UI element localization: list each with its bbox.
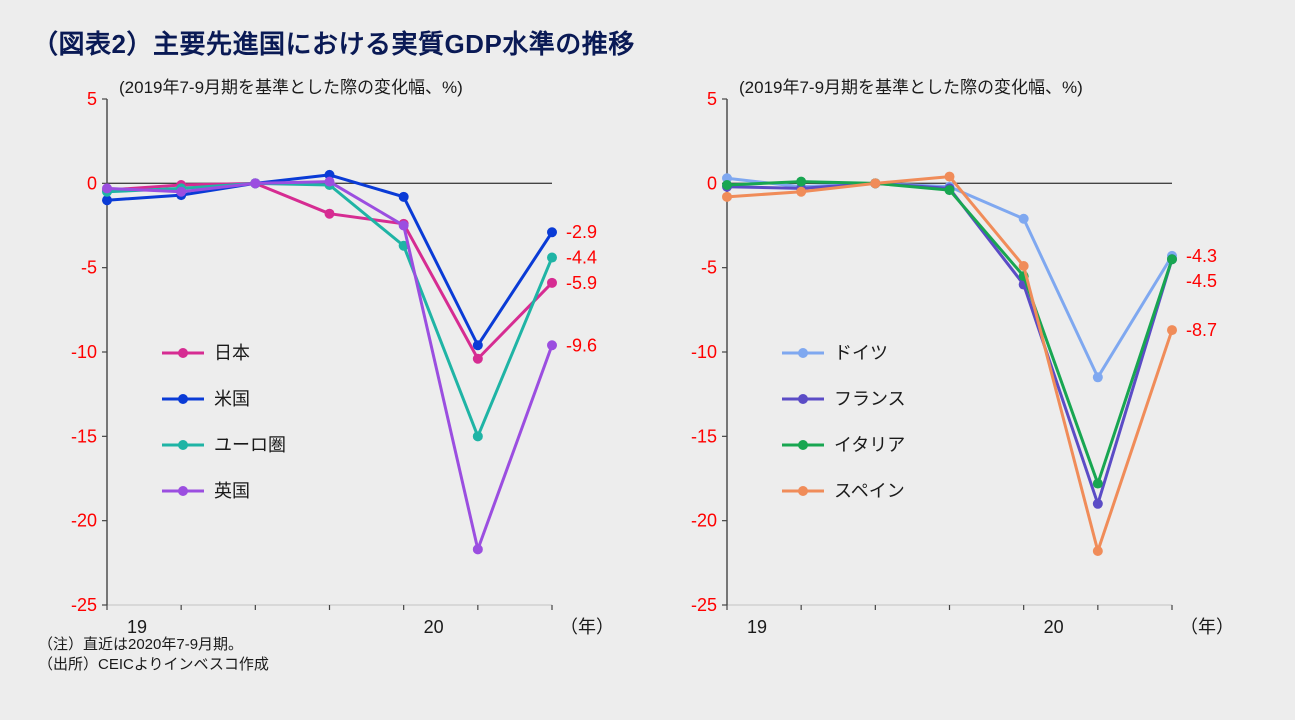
series-marker [176, 187, 186, 197]
series-line [107, 182, 552, 550]
y-tick-label: 5 [707, 89, 717, 109]
page: （図表2）主要先進国における実質GDP水準の推移 (2019年7-9月期を基準と… [0, 0, 1295, 720]
legend-marker [178, 440, 188, 450]
y-tick-label: -25 [691, 595, 717, 615]
x-year-label: 19 [747, 617, 767, 637]
legend-label: 米国 [214, 389, 250, 409]
chart-panel-left: (2019年7-9月期を基準とした際の変化幅、%) -25 -20 -15 -10 -5 0… [32, 73, 612, 653]
y-tick-label: -20 [71, 511, 97, 531]
legend-marker [178, 486, 188, 496]
series-marker [1019, 261, 1029, 271]
y-tick-label: -5 [81, 258, 97, 278]
y-tick-label: -25 [71, 595, 97, 615]
series-marker [870, 178, 880, 188]
series-marker [325, 177, 335, 187]
series-marker [473, 354, 483, 364]
legend-label: フランス [834, 389, 906, 409]
legend-label: ユーロ圏 [214, 435, 286, 455]
series-marker [473, 431, 483, 441]
series-end-label: -2.9 [566, 222, 597, 242]
series-marker [722, 180, 732, 190]
legend-marker [178, 348, 188, 358]
y-tick-label: -10 [691, 342, 717, 362]
x-axis-unit-label: （年） [560, 617, 612, 637]
series-end-label: -4.5 [1186, 271, 1217, 291]
series-end-label: -5.9 [566, 273, 597, 293]
chart-panel-right: (2019年7-9月期を基準とした際の変化幅、%) -25 -20 -15 -10 -5 0… [652, 73, 1232, 653]
series-marker [945, 172, 955, 182]
panel-subtitle: (2019年7-9月期を基準とした際の変化幅、%) [119, 78, 463, 97]
series-marker [1093, 479, 1103, 489]
y-tick-label: -15 [691, 426, 717, 446]
series-end-label: -4.3 [1186, 246, 1217, 266]
y-tick-label: 0 [87, 173, 97, 193]
series-marker [547, 278, 557, 288]
legend-marker [798, 440, 808, 450]
series-line [727, 178, 1172, 377]
series-marker [325, 209, 335, 219]
legend-label: 英国 [214, 481, 250, 501]
series-line [107, 175, 552, 345]
series-marker [1167, 254, 1177, 264]
series-end-label: -8.7 [1186, 320, 1217, 340]
series-marker [945, 185, 955, 195]
series-end-label: -4.4 [566, 248, 597, 268]
series-marker [547, 227, 557, 237]
series-marker [796, 187, 806, 197]
legend-label: 日本 [214, 343, 250, 363]
legend-marker [798, 394, 808, 404]
series-marker [796, 177, 806, 187]
series-marker [547, 340, 557, 350]
series-line [727, 183, 1172, 503]
series-marker [547, 253, 557, 263]
series-marker [473, 544, 483, 554]
series-marker [102, 183, 112, 193]
footnote-2: （出所）CEICよりインベスコ作成 [38, 655, 1263, 675]
chart-title: （図表2）主要先進国における実質GDP水準の推移 [32, 24, 1263, 61]
legend-marker [178, 394, 188, 404]
series-marker [250, 178, 260, 188]
legend-label: スペイン [834, 481, 905, 501]
x-year-label: 20 [424, 617, 444, 637]
y-tick-label: -20 [691, 511, 717, 531]
x-axis-unit-label: （年） [1180, 617, 1232, 637]
series-marker [399, 192, 409, 202]
series-line [727, 182, 1172, 484]
x-year-label: 20 [1044, 617, 1064, 637]
series-marker [1093, 546, 1103, 556]
y-tick-label: -15 [71, 426, 97, 446]
y-tick-label: -10 [71, 342, 97, 362]
x-year-label: 19 [127, 617, 147, 637]
series-marker [1019, 214, 1029, 224]
series-marker [473, 340, 483, 350]
legend-label: ドイツ [834, 343, 888, 363]
legend-marker [798, 486, 808, 496]
series-marker [1093, 499, 1103, 509]
legend-label: イタリア [834, 435, 905, 455]
series-marker [1093, 372, 1103, 382]
series-end-label: -9.6 [566, 335, 597, 355]
y-tick-label: 0 [707, 173, 717, 193]
legend-marker [798, 348, 808, 358]
series-marker [399, 221, 409, 231]
y-tick-label: -5 [701, 258, 717, 278]
panel-subtitle: (2019年7-9月期を基準とした際の変化幅、%) [739, 78, 1083, 97]
y-tick-label: 5 [87, 89, 97, 109]
series-marker [1167, 325, 1177, 335]
panels-row: (2019年7-9月期を基準とした際の変化幅、%) -25 -20 -15 -10 -5 0… [32, 73, 1263, 653]
series-marker [722, 192, 732, 202]
